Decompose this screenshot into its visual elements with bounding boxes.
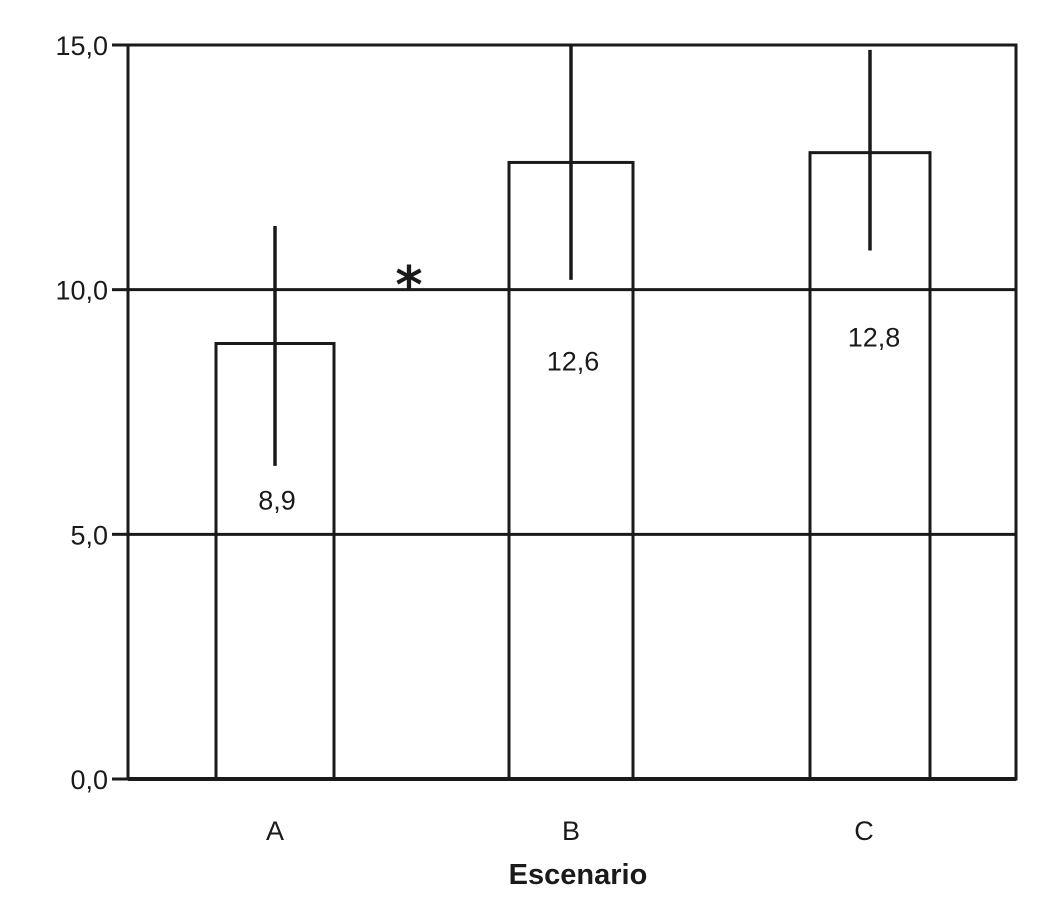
x-category-label: A [266, 816, 284, 846]
y-tick-label: 5,0 [70, 520, 108, 550]
bar-value-label: 8,9 [258, 485, 296, 515]
y-tick-label: 10,0 [55, 276, 108, 306]
significance-marker: * [395, 256, 422, 316]
x-category-label: B [562, 816, 580, 846]
bar-c [808, 151, 932, 781]
x-category-label: C [854, 816, 874, 846]
bar-value-labels: 8,9 12,6 12,8 [258, 323, 900, 516]
bar-value-label: 12,6 [547, 346, 600, 376]
error-bars [273, 45, 872, 466]
y-ticks: 0,0 5,0 10,0 15,0 [55, 31, 128, 795]
y-tick-label: 15,0 [55, 31, 108, 61]
plot-frame [126, 43, 1018, 781]
x-category-labels: A B C [266, 816, 874, 846]
bars [214, 151, 932, 781]
bar-value-label: 12,8 [848, 323, 901, 353]
y-tick-label: 0,0 [70, 765, 108, 795]
x-axis-title: Escenario [509, 859, 648, 891]
